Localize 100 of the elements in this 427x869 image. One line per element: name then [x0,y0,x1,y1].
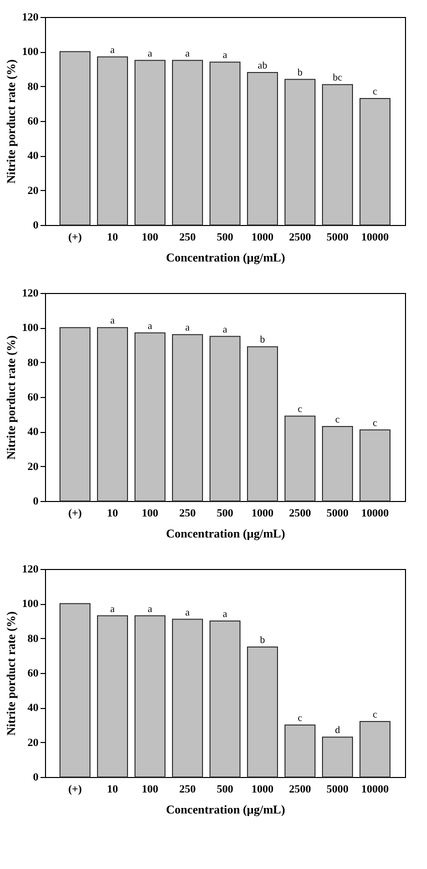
x-tick-label: 2500 [289,508,312,520]
x-tick-label: 100 [142,508,159,520]
x-tick-label: 2500 [289,784,312,796]
x-tick-label: 100 [142,232,159,244]
y-tick-label: 120 [22,288,39,300]
annotation: b [260,334,265,346]
annotation: c [372,710,378,721]
x-tick-label: 250 [179,508,196,520]
annotation: bc [332,72,343,84]
bar [247,346,278,502]
x-tick-label: (+) [68,508,82,520]
bar [322,426,353,502]
x-tick-label: 1000 [252,784,274,796]
x-tick-label: 10 [107,508,118,520]
y-tick-label: 100 [22,46,39,58]
y-tick-label: 60 [28,116,39,128]
bar [360,721,390,778]
x-tick-label: 100 [142,784,159,796]
x-tick-label: 10000 [361,232,390,244]
y-tick-label: 0 [33,220,39,232]
x-tick-label: 10 [107,784,118,796]
bar [97,615,128,778]
x-tick-label: 5000 [326,784,349,796]
bar [322,736,353,778]
y-tick-label: 20 [28,460,39,473]
bar [172,618,203,778]
x-tick-label: 500 [216,508,234,520]
annotation: c [298,713,303,724]
bar [247,646,278,778]
annotation: a [185,48,190,60]
y-tick-label: 60 [28,392,39,404]
annotation: a [148,48,153,60]
y-tick-label: 120 [22,564,39,576]
bar [284,416,316,502]
y-tick-label: 0 [33,772,39,784]
bar [60,603,90,778]
bar [360,429,390,502]
bar [97,327,128,502]
x-axis-title: Concentration (μg/mL) [166,250,286,264]
bar [172,60,203,226]
annotation: a [110,316,116,327]
y-tick-label: 40 [28,702,39,714]
y-tick-label: 60 [28,668,39,680]
x-tick-label: (+) [68,784,82,796]
y-axis-title: Nitrite porduct rate (%) [4,335,18,460]
y-tick-label: 80 [28,356,39,369]
y-tick-label: 120 [22,12,39,24]
annotation: a [222,609,228,620]
annotation: c [335,414,340,426]
annotation: a [222,50,228,62]
y-tick-label: 20 [28,736,39,749]
annotation: a [148,604,153,615]
annotation: a [110,44,116,56]
y-tick-label: 40 [28,150,39,162]
x-tick-label: 500 [216,784,234,796]
annotation: d [335,725,340,736]
x-tick-label: 10000 [361,508,390,520]
bar [360,98,390,226]
y-tick-label: 80 [28,80,39,93]
bar [134,60,166,226]
annotation: c [372,86,378,98]
bar [60,327,90,502]
x-tick-label: (+) [68,232,82,244]
x-axis-title: Concentration (μg/mL) [166,802,286,816]
annotation: b [298,67,302,78]
y-tick-label: 100 [22,598,39,610]
bar [210,620,240,778]
annotation: a [110,604,116,615]
x-tick-label: 5000 [326,232,349,244]
y-axis-title: Nitrite porduct rate (%) [4,59,18,184]
annotation: ab [258,60,268,72]
x-tick-label: 1000 [252,232,274,244]
x-tick-label: 2500 [289,232,312,244]
y-tick-label: 20 [28,184,39,197]
x-tick-label: 1000 [252,508,274,520]
x-axis-title: Concentration (μg/mL) [166,526,286,540]
bar [247,72,278,226]
y-tick-label: 40 [28,426,39,438]
bar [210,62,240,226]
x-tick-label: 250 [179,232,196,244]
y-tick-label: 80 [28,632,39,645]
y-tick-label: 0 [33,496,39,508]
y-tick-label: 100 [22,322,39,334]
x-tick-label: 250 [179,784,196,796]
bar [284,724,316,778]
x-tick-label: 500 [216,232,234,244]
bar [134,615,166,778]
annotation: c [372,418,378,429]
bar [97,56,128,226]
x-tick-label: 5000 [326,508,349,520]
annotation: a [222,324,228,336]
bar [210,336,240,502]
annotation: c [298,404,303,416]
y-axis-title: Nitrite porduct rate (%) [4,611,18,736]
x-tick-label: 10000 [361,784,390,796]
bar [60,51,90,226]
bar [322,84,353,226]
annotation: a [185,607,190,618]
annotation: a [185,322,190,334]
annotation: b [260,635,265,646]
